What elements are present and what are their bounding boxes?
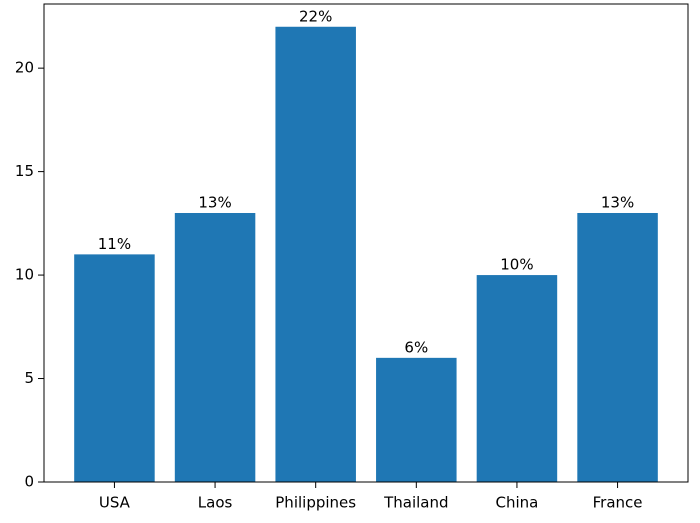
y-tick-label: 5 xyxy=(24,369,34,387)
bar xyxy=(476,275,558,482)
x-tick-label: Thailand xyxy=(383,494,448,512)
bar xyxy=(74,254,155,482)
x-tick-label: Philippines xyxy=(275,494,356,512)
y-tick-label: 0 xyxy=(24,473,34,491)
x-tick-label: China xyxy=(496,494,539,512)
y-tick-label: 10 xyxy=(15,266,34,284)
bar xyxy=(376,357,457,482)
plot-frame xyxy=(43,3,689,483)
value-label: 22% xyxy=(299,7,332,25)
y-tick-label: 20 xyxy=(15,59,34,77)
x-tick-label: France xyxy=(593,494,643,512)
value-label: 13% xyxy=(198,193,231,211)
x-tick-label: Laos xyxy=(198,494,233,512)
bar xyxy=(577,212,658,482)
value-label: 6% xyxy=(404,338,428,356)
value-label: 13% xyxy=(601,193,634,211)
bar xyxy=(174,212,256,482)
value-label: 11% xyxy=(98,235,131,253)
bar xyxy=(275,26,356,483)
x-tick-label: USA xyxy=(99,494,131,512)
y-tick-label: 15 xyxy=(15,162,34,180)
value-label: 10% xyxy=(500,256,533,274)
